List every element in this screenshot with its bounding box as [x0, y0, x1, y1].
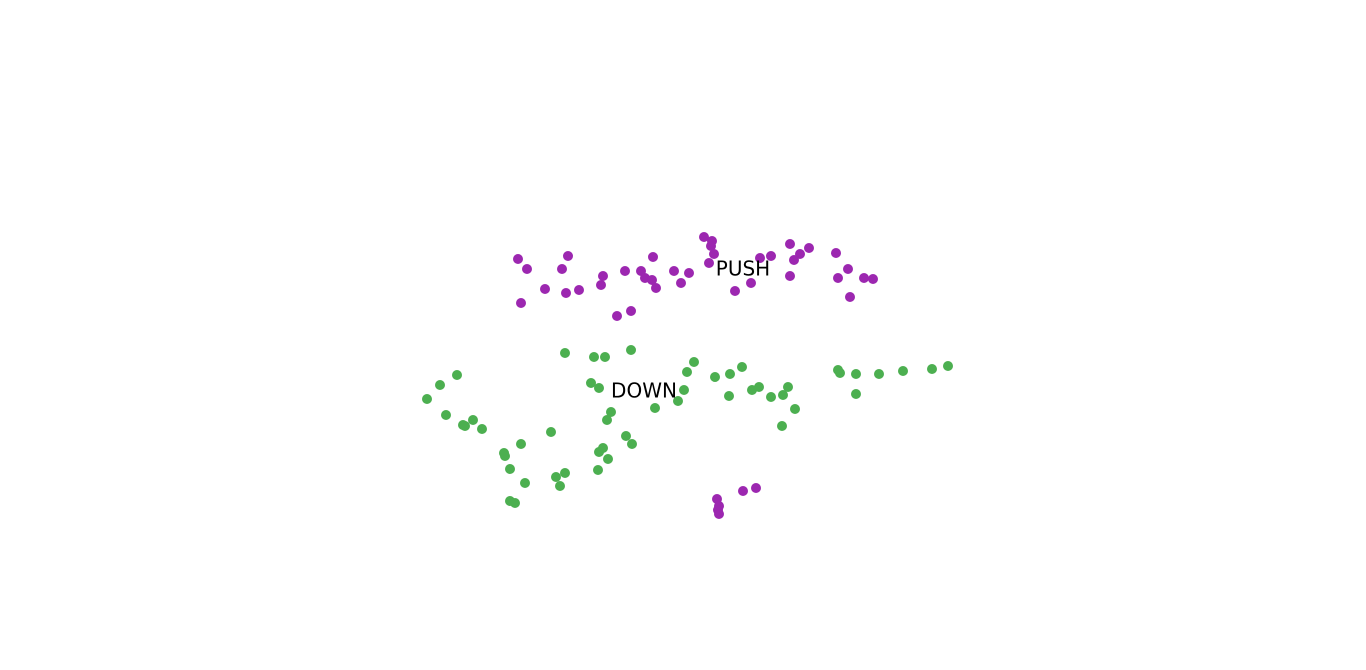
point [593, 465, 603, 475]
point [699, 232, 709, 242]
point [710, 372, 720, 382]
point [520, 478, 530, 488]
point [626, 345, 636, 355]
point [724, 391, 734, 401]
point [669, 266, 679, 276]
point [441, 410, 451, 420]
point [460, 421, 470, 431]
point [679, 385, 689, 395]
point [778, 390, 788, 400]
point [859, 273, 869, 283]
point [785, 239, 795, 249]
point [557, 264, 567, 274]
point [596, 280, 606, 290]
point [563, 251, 573, 261]
point [851, 369, 861, 379]
point [751, 483, 761, 493]
point [551, 472, 561, 482]
point [843, 264, 853, 274]
point [927, 364, 937, 374]
point [586, 378, 596, 388]
point [689, 357, 699, 367]
point [561, 288, 571, 298]
point [574, 285, 584, 295]
point [452, 370, 462, 380]
point [612, 311, 622, 321]
point [513, 254, 523, 264]
point [754, 382, 764, 392]
point [738, 486, 748, 496]
point [598, 271, 608, 281]
point [606, 407, 616, 417]
point [682, 367, 692, 377]
point [522, 264, 532, 274]
point [868, 274, 878, 284]
point [600, 352, 610, 362]
point [714, 509, 724, 519]
point [755, 253, 765, 263]
point [602, 415, 612, 425]
point [546, 427, 556, 437]
point [684, 268, 694, 278]
point [790, 404, 800, 414]
point [673, 396, 683, 406]
point [510, 498, 520, 508]
point [845, 292, 855, 302]
point [598, 443, 608, 453]
point [851, 389, 861, 399]
point [589, 352, 599, 362]
point [500, 451, 510, 461]
point [831, 248, 841, 258]
point [783, 382, 793, 392]
point [603, 454, 613, 464]
point [766, 392, 776, 402]
point [777, 421, 787, 431]
point [650, 403, 660, 413]
point [626, 306, 636, 316]
point [560, 468, 570, 478]
point [594, 383, 604, 393]
point [766, 251, 776, 261]
point [540, 284, 550, 294]
point [621, 431, 631, 441]
point [789, 255, 799, 265]
point [730, 286, 740, 296]
point [435, 380, 445, 390]
point [620, 266, 630, 276]
point [898, 366, 908, 376]
point [704, 258, 714, 268]
point [477, 424, 487, 434]
point [627, 439, 637, 449]
point [874, 369, 884, 379]
cluster-label: DOWN [611, 379, 677, 403]
point [725, 369, 735, 379]
point [516, 439, 526, 449]
point [835, 368, 845, 378]
point [560, 348, 570, 358]
point [709, 249, 719, 259]
point [516, 298, 526, 308]
point [505, 464, 515, 474]
point [648, 252, 658, 262]
point [468, 415, 478, 425]
point [676, 278, 686, 288]
point [737, 362, 747, 372]
point [746, 278, 756, 288]
point [804, 243, 814, 253]
point [422, 394, 432, 404]
point [651, 283, 661, 293]
point [647, 275, 657, 285]
point [706, 241, 716, 251]
point [833, 273, 843, 283]
point [943, 361, 953, 371]
cluster-label: PUSH [716, 257, 770, 281]
point [555, 481, 565, 491]
point [785, 271, 795, 281]
